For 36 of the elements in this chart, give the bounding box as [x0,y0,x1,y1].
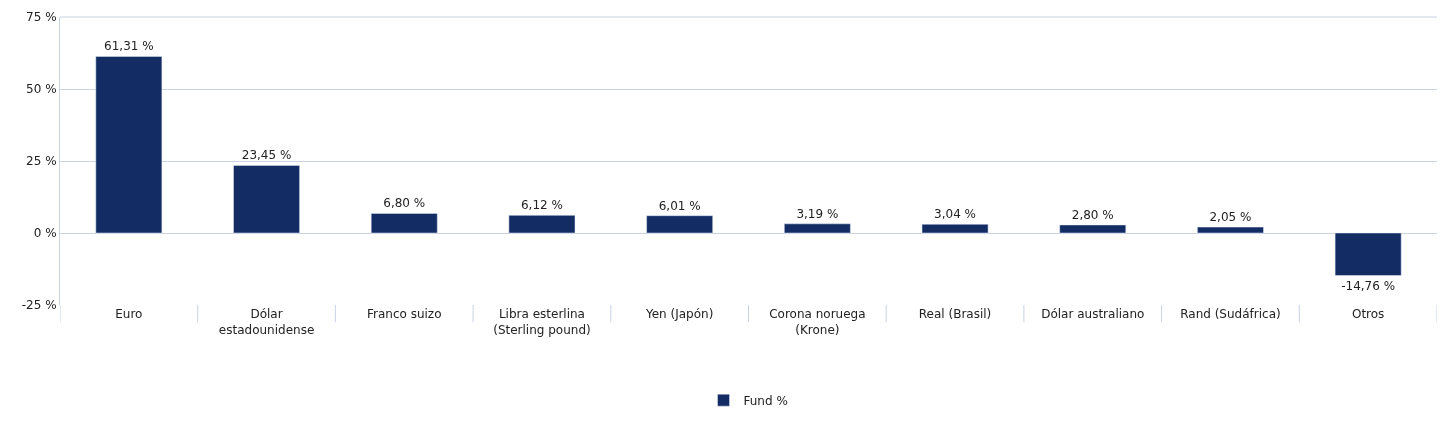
data-label: 3,19 % [796,206,839,221]
x-tick-label: Euro [115,307,143,321]
bar [370,213,438,234]
data-label: 6,01 % [658,198,701,213]
data-label: 6,12 % [520,198,563,213]
y-tick-label: 75 % [26,10,57,25]
x-tick-label: Dólar australiano [1041,307,1145,321]
x-tick-label: Real (Brasil) [918,307,992,321]
x-tick-label: Dólar estadounidense [218,307,315,337]
x-tick-label: Rand (Sudáfrica) [1180,307,1281,321]
x-tick-label: Libra esterlina (Sterling pound) [493,307,591,337]
bar [1059,224,1127,234]
bar [646,215,713,234]
y-tick-label: 0 % [33,226,57,241]
x-tick-label: Franco suizo [366,307,442,321]
bar [1334,232,1402,276]
y-tick-label: 25 % [26,154,57,169]
data-label: 2,05 % [1209,210,1252,225]
legend-label: Fund % [743,393,788,408]
bar [233,165,300,234]
data-label: 61,31 % [104,39,154,54]
x-tick-label: Corona noruega (Krone) [769,307,866,337]
data-label: 23,45 % [241,148,292,163]
data-label: -14,76 % [1341,278,1396,293]
bar [921,223,989,234]
bar [95,56,163,234]
y-tick-label: 50 % [26,82,57,97]
data-label: 6,80 % [383,196,426,211]
y-tick-label: -25 % [21,298,57,313]
data-label: 2,80 % [1071,207,1114,222]
x-tick-label: Yen (Japón) [644,307,714,321]
data-label: 3,04 % [934,207,977,222]
bar [508,215,576,234]
bar [1197,226,1264,234]
bar [784,223,851,234]
x-tick-label: Otros [1351,307,1385,321]
